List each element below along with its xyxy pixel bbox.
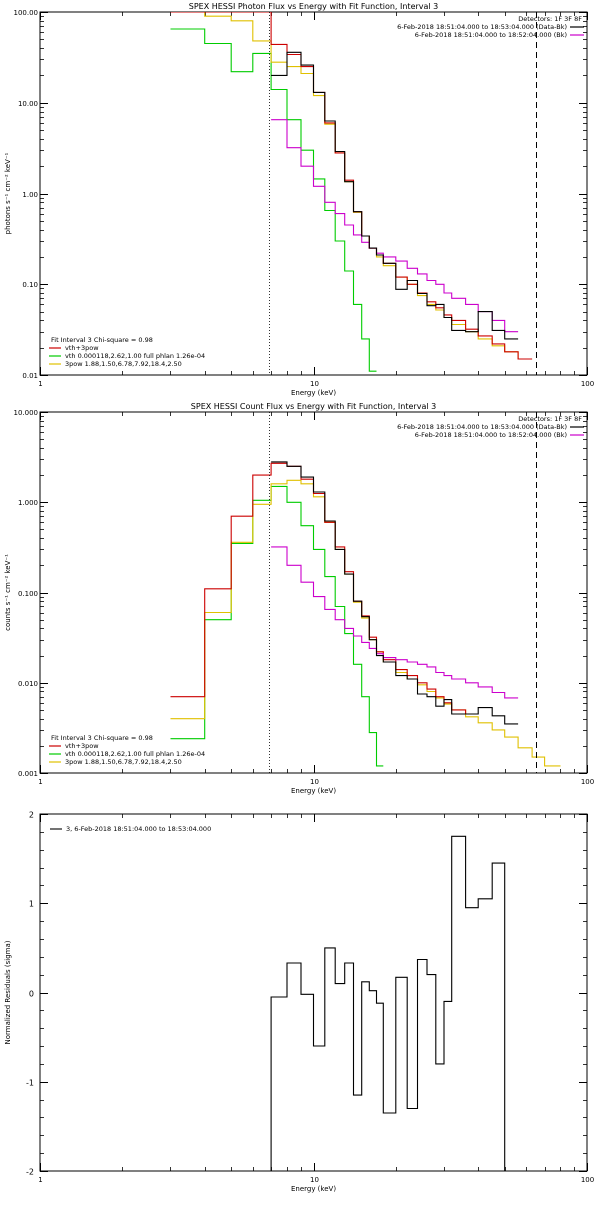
legend-entry-label: vth+3pow (65, 742, 99, 750)
y-tick-label: 0.001 (18, 770, 38, 778)
photon-flux-panel: 1 10 100 0.01 0.10 1.00 10.00 100.00 Energy (keV… (4, 2, 594, 397)
chart-title: SPEX HESSI Photon Flux vs Energy with Fi… (189, 2, 439, 11)
x-tick-label: 10 (310, 778, 319, 786)
count-flux-panel: 1 10 100 0.001 0.010 0.100 1.000 10.000 Energy (… (4, 402, 594, 795)
x-tick-label: 10 (310, 380, 319, 388)
x-tick-label: 100 (581, 1176, 594, 1184)
y-tick-label: 0.100 (18, 590, 38, 598)
y-tick-label: 0.10 (22, 281, 38, 289)
plot-frame (39, 11, 588, 376)
y-tick-label: 0.01 (22, 372, 38, 380)
y-tick-label: 0 (29, 990, 34, 999)
x-tick-label: 100 (581, 380, 594, 388)
y-tick-label: 2 (29, 811, 34, 820)
legend-title: Detectors: 1F 3F 8F (518, 15, 582, 23)
y-tick-label: -1 (26, 1079, 34, 1088)
legend-title: Detectors: 1F 3F 8F (518, 415, 582, 423)
legend-entry-label: 6-Feb-2018 18:51:04.000 to 18:53:04.000 … (397, 23, 567, 31)
y-tick-label: 1.00 (22, 191, 38, 199)
y-axis-label: Normalized Residuals (sigma) (4, 940, 12, 1044)
series-group (170, 12, 533, 372)
legend-entry-label: 3pow 1.88,1.50,6.78,7.92,18.4,2.50 (65, 758, 182, 766)
series-3pow-line (170, 479, 561, 767)
series-bk-line (271, 546, 519, 699)
legend-fit-title: Fit Interval 3 Chi-square = 0.98 (51, 734, 153, 742)
residuals-panel: 1 10 100 -2 -1 0 1 2 Energy (keV) Normalized Resi… (4, 811, 594, 1194)
x-tick-label: 1 (38, 1176, 42, 1184)
x-axis-label: Energy (keV) (291, 1185, 336, 1193)
y-tick-label: 1.000 (18, 499, 38, 507)
x-axis-label: Energy (keV) (291, 389, 336, 397)
plot-frame (39, 411, 588, 774)
y-axis-label: photons s⁻¹ cm⁻² keV⁻¹ (4, 152, 12, 234)
x-axis-label: Energy (keV) (291, 787, 336, 795)
series-group (170, 461, 561, 767)
series-data-bk-line (271, 461, 519, 725)
x-tick-label: 1 (38, 380, 42, 388)
series-bk-line (271, 119, 519, 333)
series-data-bk-line (271, 51, 519, 340)
legend-fit-title: Fit Interval 3 Chi-square = 0.98 (51, 336, 153, 344)
x-tick-label: 1 (38, 778, 42, 786)
series-vth-line (170, 28, 377, 372)
legend-entry-label: 6-Feb-2018 18:51:04.000 to 18:52:04.000 … (415, 31, 567, 39)
legend-entry-label: 3pow 1.88,1.50,6.78,7.92,18.4,2.50 (65, 360, 182, 368)
legend-entry-label: 6-Feb-2018 18:51:04.000 to 18:53:04.000 … (397, 423, 567, 431)
series-vth-line (170, 485, 384, 767)
legend-entry-label: vth 0.000118,2.62,1.00 full phlan 1.26e-… (65, 750, 205, 758)
legend-entry-label: vth 0.000118,2.62,1.00 full phlan 1.26e-… (65, 352, 205, 360)
legend-entry-label: 6-Feb-2018 18:51:04.000 to 18:52:04.000 … (415, 431, 567, 439)
y-tick-label: -2 (26, 1168, 34, 1177)
y-tick-label: 0.010 (18, 680, 38, 688)
y-tick-label: 1 (29, 900, 34, 909)
legend-entry-label: 3, 6-Feb-2018 18:51:04.000 to 18:53:04.0… (66, 825, 211, 833)
x-tick-label: 10 (310, 1176, 319, 1184)
chart-title: SPEX HESSI Count Flux vs Energy with Fit… (191, 402, 436, 411)
y-tick-label: 10.00 (18, 100, 38, 108)
x-tick-label: 100 (581, 778, 594, 786)
residuals-line (270, 835, 506, 1171)
plot-frame (39, 813, 588, 1172)
y-axis-label: counts s⁻¹ cm⁻² keV⁻¹ (4, 554, 12, 631)
y-tick-label: 100.00 (14, 9, 39, 17)
legend-entry-label: vth+3pow (65, 344, 99, 352)
y-tick-label: 10.000 (14, 409, 39, 417)
